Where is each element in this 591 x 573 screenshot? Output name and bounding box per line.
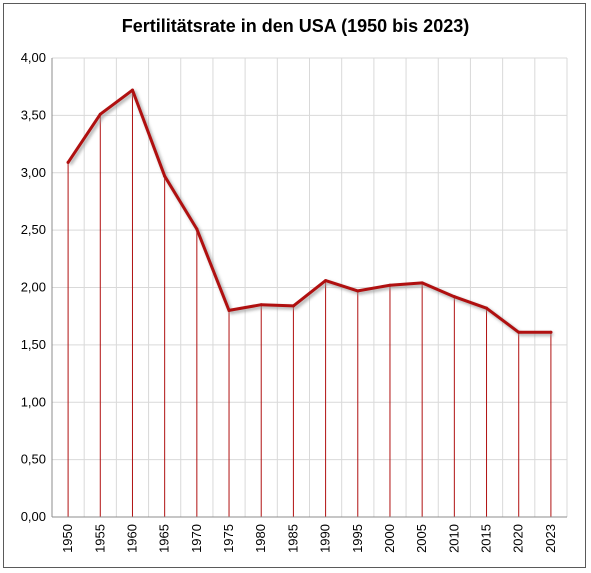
data-point xyxy=(163,174,167,178)
data-point xyxy=(130,88,134,92)
x-tick-label: 1965 xyxy=(157,524,172,553)
data-point xyxy=(549,330,553,334)
x-tick-label: 1995 xyxy=(350,524,365,553)
x-tick-label: 2023 xyxy=(543,524,558,553)
y-tick-label: 3,00 xyxy=(21,165,46,180)
data-point xyxy=(420,281,424,285)
data-point xyxy=(98,112,102,116)
data-point xyxy=(227,308,231,312)
y-tick-label: 2,00 xyxy=(21,280,46,295)
x-tick-label: 2020 xyxy=(511,524,526,553)
x-tick-label: 1990 xyxy=(318,524,333,553)
x-tick-label: 1950 xyxy=(60,524,75,553)
x-tick-label: 2005 xyxy=(414,524,429,553)
data-point xyxy=(356,289,360,293)
data-point xyxy=(517,330,521,334)
y-tick-label: 4,00 xyxy=(21,50,46,65)
data-point xyxy=(259,303,263,307)
x-tick-label: 1960 xyxy=(124,524,139,553)
x-tick-label: 2010 xyxy=(446,524,461,553)
x-tick-label: 1955 xyxy=(92,524,107,553)
x-tick-label: 2000 xyxy=(382,524,397,553)
y-tick-label: 0,50 xyxy=(21,452,46,467)
series-line-shadow xyxy=(68,90,553,336)
chart-title: Fertilitätsrate in den USA (1950 bis 202… xyxy=(121,16,470,36)
data-point xyxy=(324,279,328,283)
y-tick-label: 3,50 xyxy=(21,107,46,122)
y-tick-label: 2,50 xyxy=(21,222,46,237)
x-tick-label: 1970 xyxy=(189,524,204,553)
data-point xyxy=(388,283,392,287)
data-point xyxy=(291,304,295,308)
x-tick-label: 1980 xyxy=(253,524,268,553)
data-point xyxy=(195,227,199,231)
series-line xyxy=(66,88,553,334)
x-tick-label: 1975 xyxy=(221,524,236,553)
y-tick-label: 1,00 xyxy=(21,394,46,409)
x-tick-label: 1985 xyxy=(285,524,300,553)
data-point xyxy=(452,295,456,299)
data-point xyxy=(66,160,70,164)
y-tick-label: 0,00 xyxy=(21,509,46,524)
data-point xyxy=(485,306,489,310)
y-tick-label: 1,50 xyxy=(21,337,46,352)
x-tick-label: 2015 xyxy=(479,524,494,553)
